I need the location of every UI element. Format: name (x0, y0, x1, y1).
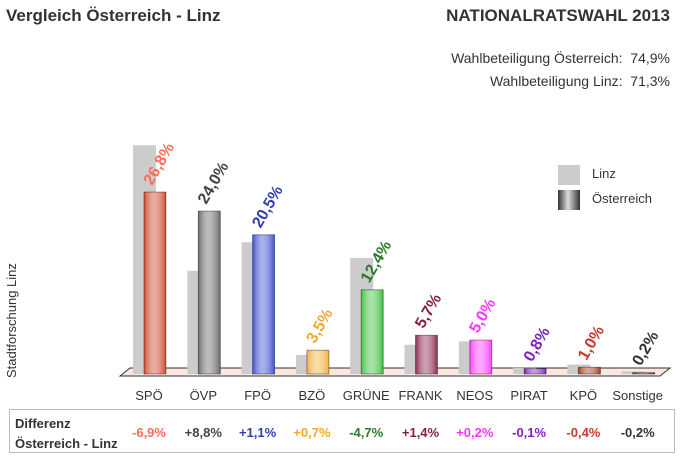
turnout-linz-value: 71,3% (630, 73, 670, 89)
category-label: KPÖ (570, 388, 597, 403)
category-label: SPÖ (135, 388, 162, 403)
difference-value: +1,4% (402, 425, 440, 440)
austria-bar-shine (361, 289, 384, 374)
difference-value: -0,4% (566, 425, 600, 440)
data-label: 1,0% (575, 323, 608, 363)
difference-value: -0,1% (512, 425, 546, 440)
category-label: FRANK (398, 388, 442, 403)
difference-table: Differenz Österreich - Linz (9, 409, 675, 453)
austria-bar-edge (197, 210, 221, 375)
data-label: 3,5% (304, 306, 337, 346)
data-label: 0,8% (521, 324, 554, 364)
legend-swatch-linz (558, 165, 580, 185)
austria-bar-edge (143, 191, 167, 375)
category-label: FPÖ (244, 388, 271, 403)
austria-bar-edge (523, 368, 547, 375)
data-label: 20,5% (249, 183, 286, 231)
austria-bar-edge (469, 339, 493, 375)
austria-bar-shine (632, 372, 655, 374)
category-label: Sonstige (612, 388, 663, 403)
austria-bar-edge (306, 349, 330, 375)
data-label: 5,7% (412, 291, 445, 331)
turnout-austria-label: Wahlbeteiligung Österreich: (451, 50, 623, 66)
difference-value: +0,7% (293, 425, 331, 440)
legend-swatch-austria (558, 190, 580, 210)
austria-bar-edge (252, 234, 276, 375)
category-label: GRÜNE (343, 388, 390, 403)
austria-bar-shine (198, 211, 221, 374)
legend-label-austria: Österreich (592, 191, 652, 206)
chart-subtitle: NATIONALRATSWAHL 2013 (446, 6, 670, 25)
austria-bar-shine (469, 340, 492, 374)
chart-title: Vergleich Österreich - Linz (6, 6, 221, 25)
austria-bar-edge (415, 334, 438, 375)
austria-bar-shine (578, 367, 601, 374)
difference-value: -0,2% (621, 425, 655, 440)
austria-bar-shine (144, 192, 166, 374)
turnout-austria-value: 74,9% (630, 50, 670, 66)
data-label: 24,0% (195, 159, 232, 207)
turnout-linz-label: Wahlbeteiligung Linz: (489, 73, 623, 89)
turnout-linz: Wahlbeteiligung Linz: 71,3% (490, 73, 670, 89)
category-label: PIRAT (510, 388, 547, 403)
austria-bar-shine (306, 350, 329, 374)
austria-bar-edge (632, 372, 656, 375)
data-label: 5,0% (467, 296, 500, 336)
difference-value: +1,1% (239, 425, 277, 440)
difference-label-line1: Differenz (15, 416, 71, 431)
data-label: 0,2% (629, 329, 662, 369)
difference-value: +0,2% (456, 425, 494, 440)
austria-bar-shine (415, 335, 438, 374)
category-label: ÖVP (190, 388, 217, 403)
austria-bar-edge (360, 289, 384, 375)
difference-value: -4,7% (349, 425, 383, 440)
austria-bar-edge (577, 366, 601, 375)
turnout-austria: Wahlbeteiligung Österreich: 74,9% (451, 50, 670, 66)
category-label: NEOS (456, 388, 493, 403)
difference-value: +8,8% (185, 425, 223, 440)
difference-label: Differenz Österreich - Linz (15, 414, 118, 454)
austria-bar-shine (524, 368, 547, 374)
austria-bar-shine (252, 234, 275, 374)
difference-label-line2: Österreich - Linz (15, 436, 118, 451)
legend-label-linz: Linz (592, 166, 616, 181)
difference-value: -6,9% (132, 425, 166, 440)
category-label: BZÖ (299, 388, 326, 403)
